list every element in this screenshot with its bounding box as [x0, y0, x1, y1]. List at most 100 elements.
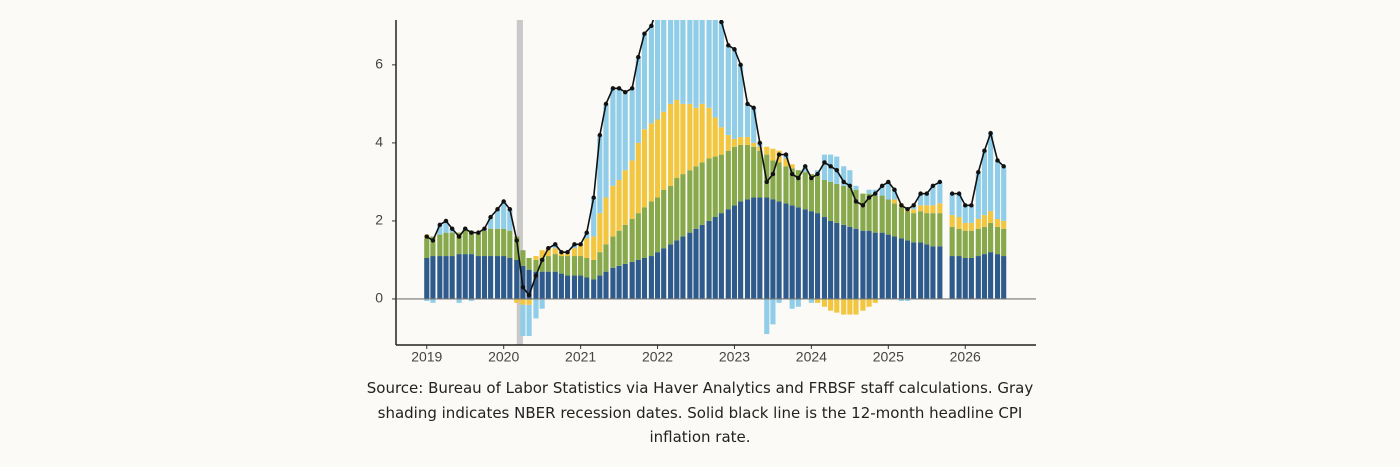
caption: Source: Bureau of Labor Statistics via H…: [366, 379, 1034, 446]
bar-segment: [514, 298, 520, 303]
bar-segment: [437, 234, 443, 257]
bar-segment: [712, 20, 718, 118]
bar-segment: [520, 304, 526, 337]
bar-segment: [616, 179, 622, 231]
bar-segment: [924, 205, 930, 214]
bar-segment: [430, 256, 436, 299]
cpi-point: [629, 86, 635, 91]
bar-segment: [680, 174, 686, 237]
bar-segment: [539, 257, 545, 272]
bar-segment: [841, 298, 847, 315]
cpi-point: [892, 187, 897, 192]
bar-segment: [795, 170, 801, 208]
bar-segment: [488, 228, 494, 257]
bar-segment: [1001, 228, 1007, 257]
bar-segment: [924, 244, 930, 299]
bar-segment: [648, 256, 654, 299]
bar-segment: [629, 160, 635, 219]
bar-segment: [731, 138, 738, 147]
cpi-point: [501, 199, 506, 204]
bar-segment: [975, 228, 981, 257]
cpi-point: [853, 199, 859, 204]
bar-segment: [603, 197, 609, 245]
bar-segment: [456, 254, 462, 299]
bar-segment: [597, 213, 603, 253]
bar-segment: [610, 267, 616, 299]
bar-segment: [918, 211, 924, 243]
bar-segment: [622, 263, 628, 299]
bar-segment: [904, 298, 911, 301]
bar-segment: [641, 33, 648, 130]
cpi-point: [507, 207, 513, 212]
x-tick-label: 2025: [873, 349, 904, 365]
bar-segment: [539, 250, 545, 258]
cpi-point: [969, 203, 974, 208]
y-tick-label: 4: [375, 134, 383, 150]
cpi-point: [976, 169, 981, 175]
bar-segment: [821, 298, 828, 307]
cpi-point: [770, 171, 776, 177]
bar-segment: [610, 236, 616, 268]
bar-segment: [764, 146, 770, 155]
bar-segment: [449, 232, 455, 257]
cpi-point: [649, 23, 654, 29]
cpi-point: [476, 230, 481, 235]
bar-segment: [520, 298, 526, 305]
bar-segment: [770, 148, 776, 161]
cpi-point: [591, 195, 596, 200]
bar-segment: [462, 254, 468, 299]
bar-segment: [891, 236, 898, 299]
cpi-point: [963, 203, 968, 208]
cpi-point: [822, 160, 827, 165]
bar-segment: [545, 248, 551, 257]
cpi-point: [533, 273, 539, 278]
bar-segment: [591, 236, 597, 260]
bar-segment: [430, 298, 436, 303]
bar-segment: [693, 228, 699, 299]
bar-segment: [661, 248, 667, 299]
bar-segment: [828, 181, 834, 221]
bar-segment: [641, 129, 648, 208]
bar-segment: [770, 160, 776, 200]
bar-segment: [770, 199, 776, 299]
bar-segment: [578, 275, 584, 299]
x-tick-label: 2019: [411, 349, 442, 365]
cpi-point: [982, 148, 987, 153]
cpi-point: [1001, 164, 1006, 169]
bar-segment: [584, 257, 590, 278]
bar-segment: [968, 222, 974, 231]
bar-segment: [674, 99, 680, 179]
bar-segment: [674, 240, 680, 299]
bar-segment: [693, 20, 699, 108]
bar-segment: [879, 185, 885, 196]
bar-segment: [430, 236, 436, 257]
cpi-point: [482, 226, 487, 231]
bar-segment: [533, 298, 539, 319]
bar-segment: [635, 142, 641, 214]
bar-segment: [635, 259, 641, 299]
bar-segment: [539, 298, 545, 309]
bar-segment: [661, 20, 667, 112]
bar-segment: [731, 205, 738, 299]
bar-segment: [789, 205, 795, 299]
bar-segment: [866, 298, 872, 307]
bar-segment: [616, 230, 622, 266]
bar-segment: [712, 217, 718, 299]
bar-segment: [770, 298, 776, 325]
cpi-point: [565, 249, 570, 255]
bar-segment: [514, 259, 520, 299]
bar-segment: [795, 207, 801, 299]
bar-segment: [668, 103, 674, 186]
bar-segment: [641, 257, 648, 299]
bar-segment: [853, 228, 859, 299]
cpi-point: [655, 4, 659, 8]
bar-segment: [956, 256, 962, 299]
bar-segment: [885, 199, 891, 235]
bar-segment: [744, 199, 751, 299]
bar-segment: [687, 20, 693, 104]
bar-segment: [443, 256, 449, 299]
cpi-point: [879, 183, 885, 189]
bar-segment: [968, 230, 974, 258]
bar-segment: [821, 217, 828, 299]
bar-segment: [610, 185, 616, 237]
